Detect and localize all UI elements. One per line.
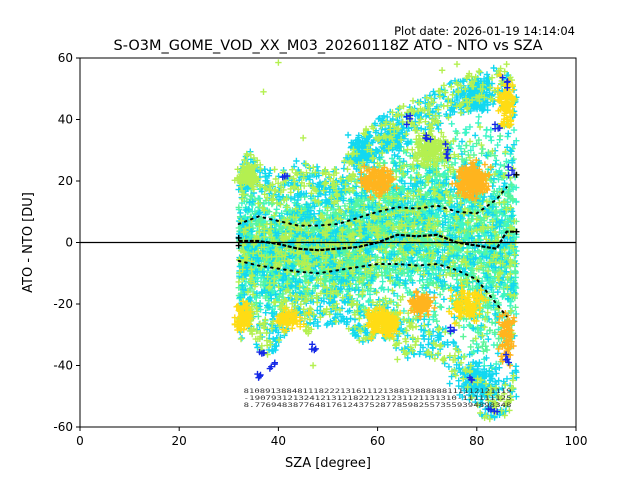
scatter-cloud (231, 59, 520, 423)
y-tick-label: 20 (58, 174, 73, 188)
mean-and-sigma-curves (237, 186, 517, 318)
stat-row: 8.77694838776481761243752877859825573559… (244, 402, 512, 409)
lower-sigma-curve (237, 259, 508, 318)
scatter-series-lime (231, 59, 520, 423)
y-tick-label: 40 (58, 113, 73, 127)
stat-row: 8108913884811182221316111213883388888811… (244, 388, 512, 395)
x-axis-ticks: 0 20 40 60 80 100 (76, 427, 587, 448)
x-tick-label: 20 (172, 434, 187, 448)
scatter-series-orange (357, 156, 518, 369)
y-tick-label: 0 (65, 236, 73, 250)
x-axis-label: SZA [degree] (285, 456, 371, 471)
x-tick-label: 100 (565, 434, 588, 448)
x-tick-label: 80 (469, 434, 484, 448)
x-tick-label: 0 (76, 434, 84, 448)
x-tick-label: 60 (370, 434, 385, 448)
mean-curve (238, 230, 517, 252)
y-axis-ticks: -60 -40 -20 0 20 40 60 (53, 51, 80, 434)
scatter-series-blue (254, 74, 518, 415)
y-tick-label: -20 (53, 297, 73, 311)
upper-sigma-curve (237, 186, 508, 227)
scatter-series-yellow (231, 71, 517, 342)
y-tick-label: -40 (53, 359, 73, 373)
y-tick-label: -60 (53, 420, 73, 434)
y-axis-label: ATO - NTO [DU] (21, 192, 36, 293)
chart-title: S-O3M_GOME_VOD_XX_M03_20260118Z ATO - NT… (113, 38, 542, 54)
bin-statistics: 8108913884811182221316111213883388888811… (244, 388, 512, 409)
x-tick-label: 40 (271, 434, 286, 448)
plot-date: Plot date: 2026-01-19 14:14:04 (394, 24, 575, 38)
y-tick-label: 60 (58, 51, 73, 65)
stat-row: -19079312132412131218221231231121131310-… (244, 395, 512, 402)
